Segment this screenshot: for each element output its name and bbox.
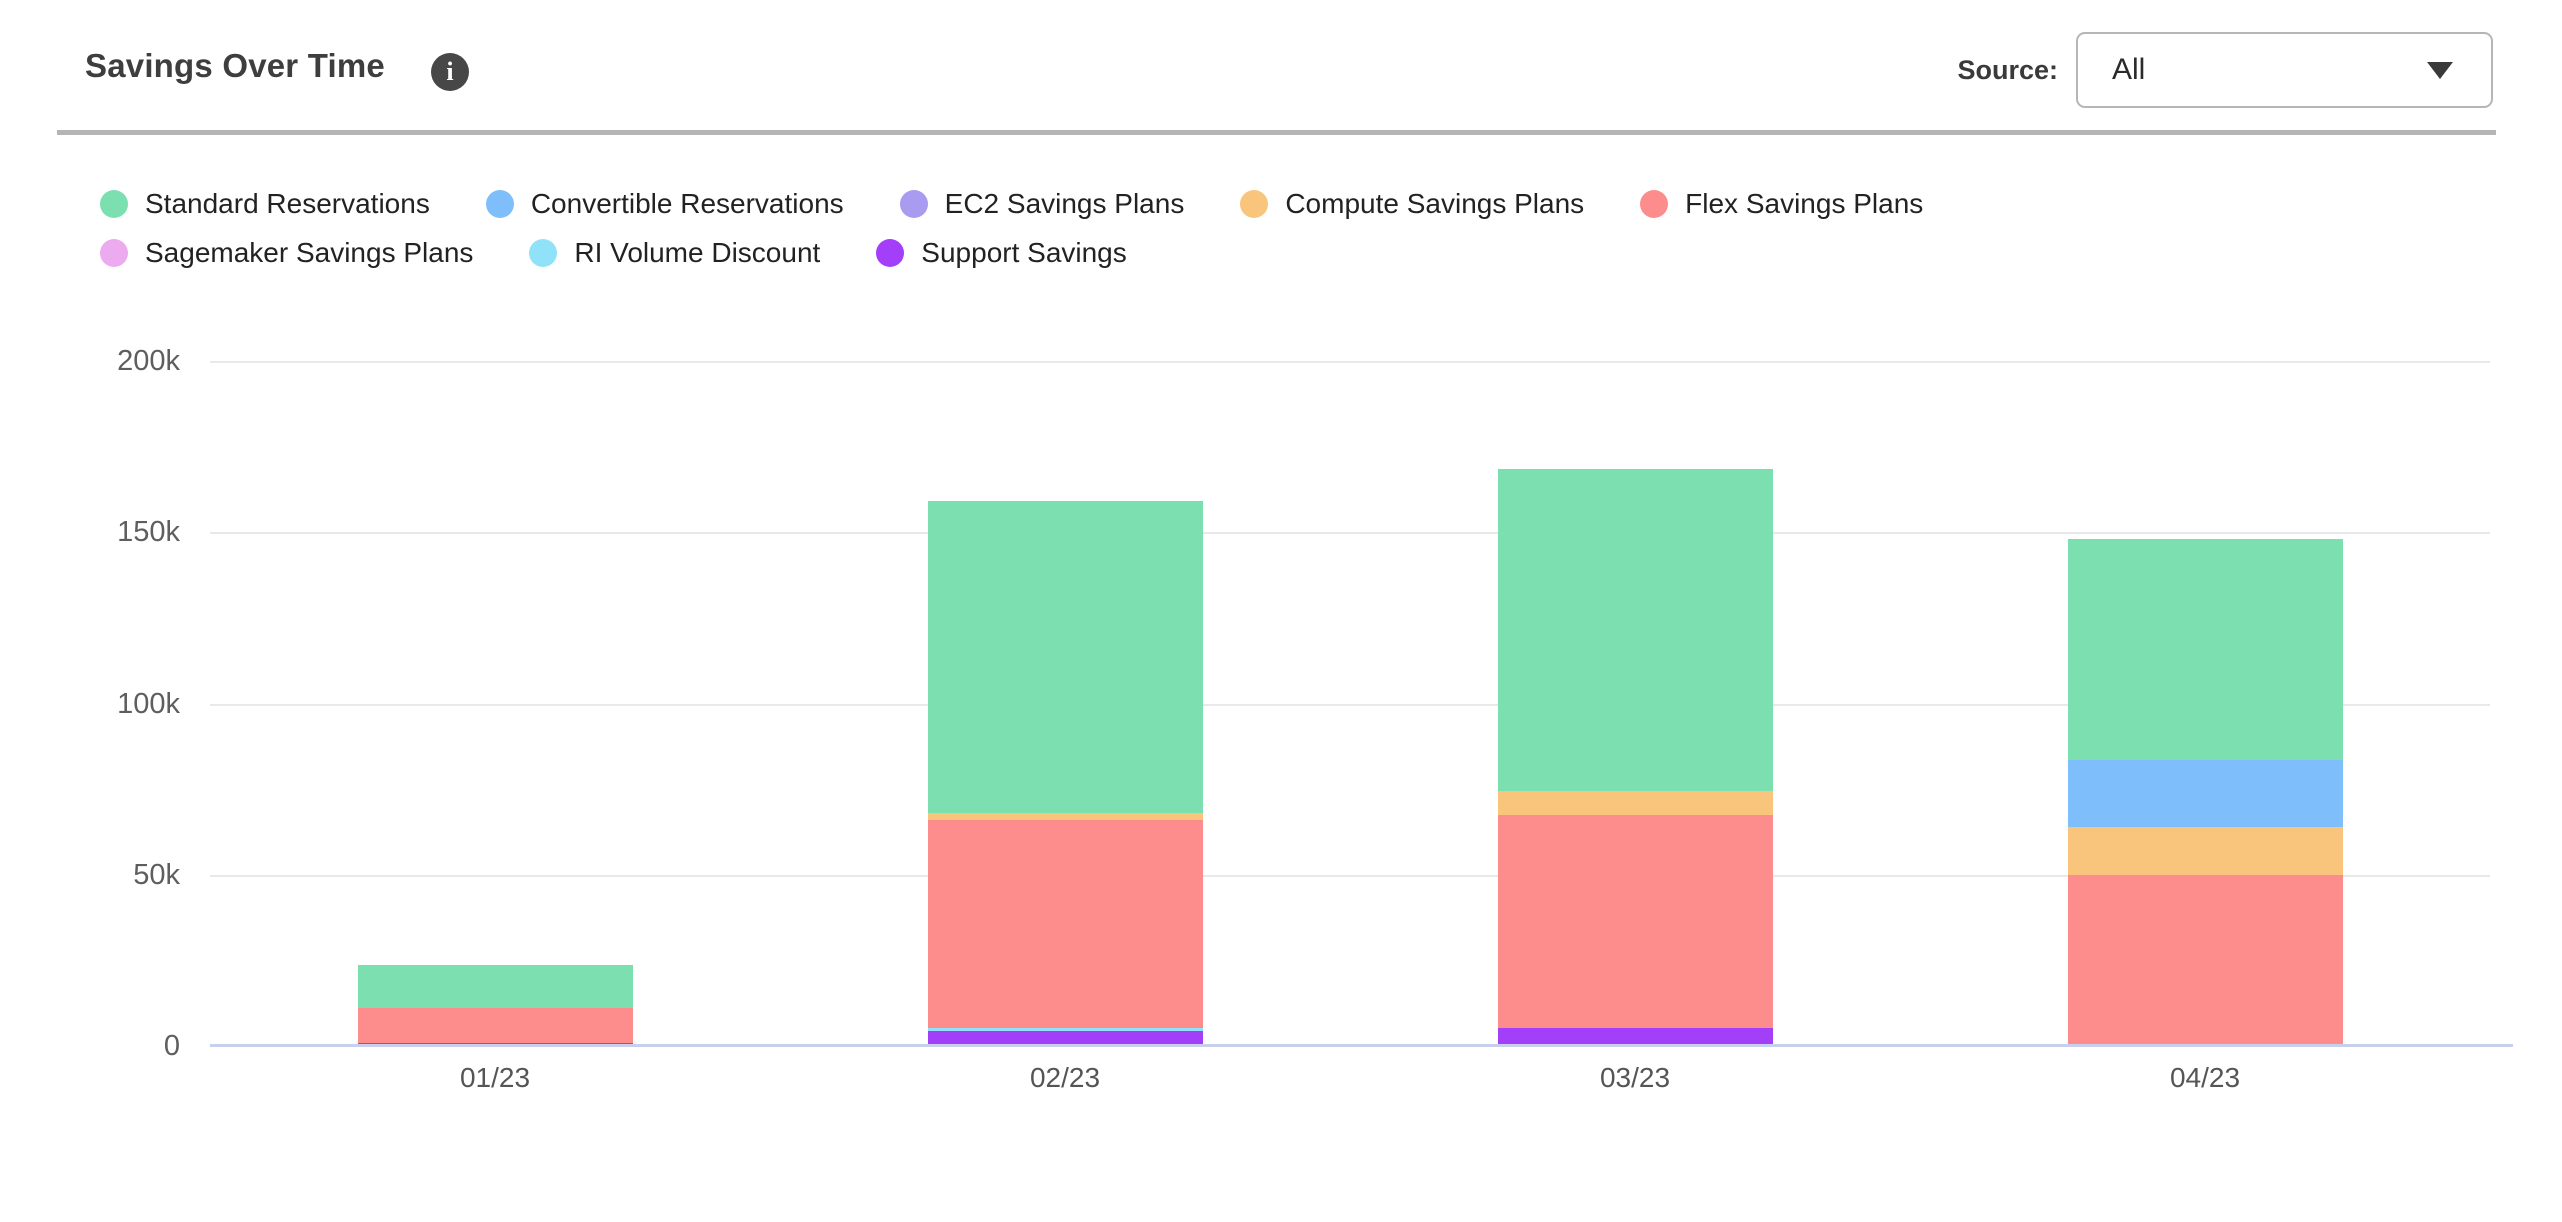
y-axis-tick-label: 50k	[133, 858, 180, 891]
bar-segment-flex-savings-plans[interactable]	[2067, 874, 2343, 1046]
legend-label: Sagemaker Savings Plans	[145, 237, 474, 268]
info-icon-glyph: i	[446, 57, 454, 86]
bar-slot-04-23	[1920, 361, 2490, 1046]
source-dropdown[interactable]: All	[2076, 32, 2493, 108]
chart-legend: Standard Reservations Convertible Reserva…	[100, 188, 2250, 269]
source-label: Source:	[1957, 54, 2058, 85]
legend-label: RI Volume Discount	[574, 237, 821, 268]
legend-swatch-icon	[1240, 190, 1269, 218]
bar-segment-flex-savings-plans[interactable]	[1497, 815, 1773, 1029]
bar-segment-flex-savings-plans[interactable]	[357, 1008, 633, 1043]
chevron-down-icon	[2427, 61, 2453, 79]
bar-slot-02-23	[780, 361, 1350, 1046]
bar-segment-standard-reservations[interactable]	[357, 965, 633, 1009]
legend-item-ri-volume-discount[interactable]: RI Volume Discount	[529, 237, 820, 269]
legend-swatch-icon	[100, 239, 128, 267]
legend-item-sagemaker-savings-plans[interactable]: Sagemaker Savings Plans	[100, 237, 473, 269]
bar-slot-03-23	[1350, 361, 1920, 1046]
bar-segment-standard-reservations[interactable]	[1497, 468, 1773, 792]
legend-swatch-icon	[1640, 190, 1669, 218]
legend-swatch-icon	[899, 190, 928, 218]
legend-swatch-icon	[485, 190, 514, 218]
y-axis-tick-label: 0	[163, 1030, 180, 1062]
bar-segment-standard-reservations[interactable]	[2067, 538, 2343, 761]
legend-item-support-savings[interactable]: Support Savings	[876, 237, 1127, 269]
legend-swatch-icon	[100, 190, 128, 218]
legend-item-standard-reservations[interactable]: Standard Reservations	[100, 188, 430, 220]
bar-segment-convertible-reservations[interactable]	[2067, 760, 2343, 828]
gridline	[210, 874, 2490, 877]
source-dropdown-value: All	[2112, 53, 2146, 86]
legend-label: Compute Savings Plans	[1285, 188, 1585, 219]
legend-swatch-icon	[876, 239, 905, 267]
gridline	[210, 532, 2490, 535]
legend-label: Standard Reservations	[145, 188, 430, 219]
bar-segment-standard-reservations[interactable]	[927, 500, 1203, 814]
y-axis-tick-label: 100k	[117, 687, 180, 720]
gridline	[210, 703, 2490, 706]
stacked-bar-04-23	[2067, 361, 2343, 1046]
x-axis-label: 02/23	[1029, 1062, 1101, 1093]
legend-label: Support Savings	[921, 237, 1127, 268]
legend-swatch-icon	[529, 239, 558, 267]
legend-label: EC2 Savings Plans	[944, 188, 1185, 219]
gridline	[210, 361, 2490, 363]
bar-segment-compute-savings-plans[interactable]	[2067, 827, 2343, 875]
stacked-bar-03-23	[1497, 361, 1773, 1046]
info-icon[interactable]: i	[431, 53, 469, 91]
stacked-bar-02-23	[927, 361, 1203, 1046]
source-control: Source: All	[1957, 32, 2493, 108]
legend-item-convertible-reservations[interactable]: Convertible Reservations	[485, 188, 844, 220]
legend-label: Flex Savings Plans	[1685, 188, 1924, 219]
bar-segment-compute-savings-plans[interactable]	[1497, 791, 1773, 816]
savings-chart-plot-area	[210, 361, 2513, 1047]
x-axis-label: 03/23	[1599, 1062, 1671, 1093]
bar-segment-support-savings[interactable]	[1497, 1028, 1773, 1046]
legend-item-flex-savings-plans[interactable]: Flex Savings Plans	[1640, 188, 1923, 220]
page-title: Savings Over Time	[85, 47, 385, 84]
bar-segment-ri-volume-discount[interactable]	[927, 1027, 1203, 1031]
stacked-bar-01-23	[357, 361, 633, 1046]
bar-slot-01-23	[210, 361, 780, 1046]
x-axis-baseline	[210, 1044, 2513, 1047]
x-axis-label: 04/23	[2169, 1062, 2241, 1093]
header-divider	[57, 130, 2496, 135]
x-axis: 01/23 02/23 03/23 04/23	[210, 1062, 2490, 1094]
legend-item-compute-savings-plans[interactable]: Compute Savings Plans	[1240, 188, 1584, 220]
legend-label: Convertible Reservations	[530, 188, 844, 219]
bars-container	[210, 361, 2490, 1046]
x-axis-label: 01/23	[459, 1062, 531, 1093]
bar-segment-flex-savings-plans[interactable]	[927, 819, 1203, 1028]
bar-segment-compute-savings-plans[interactable]	[927, 813, 1203, 820]
y-axis-tick-label: 150k	[117, 516, 180, 549]
legend-item-ec2-savings-plans[interactable]: EC2 Savings Plans	[899, 188, 1185, 220]
y-axis-tick-label: 200k	[117, 345, 180, 377]
bar-segment-support-savings[interactable]	[927, 1030, 1203, 1046]
